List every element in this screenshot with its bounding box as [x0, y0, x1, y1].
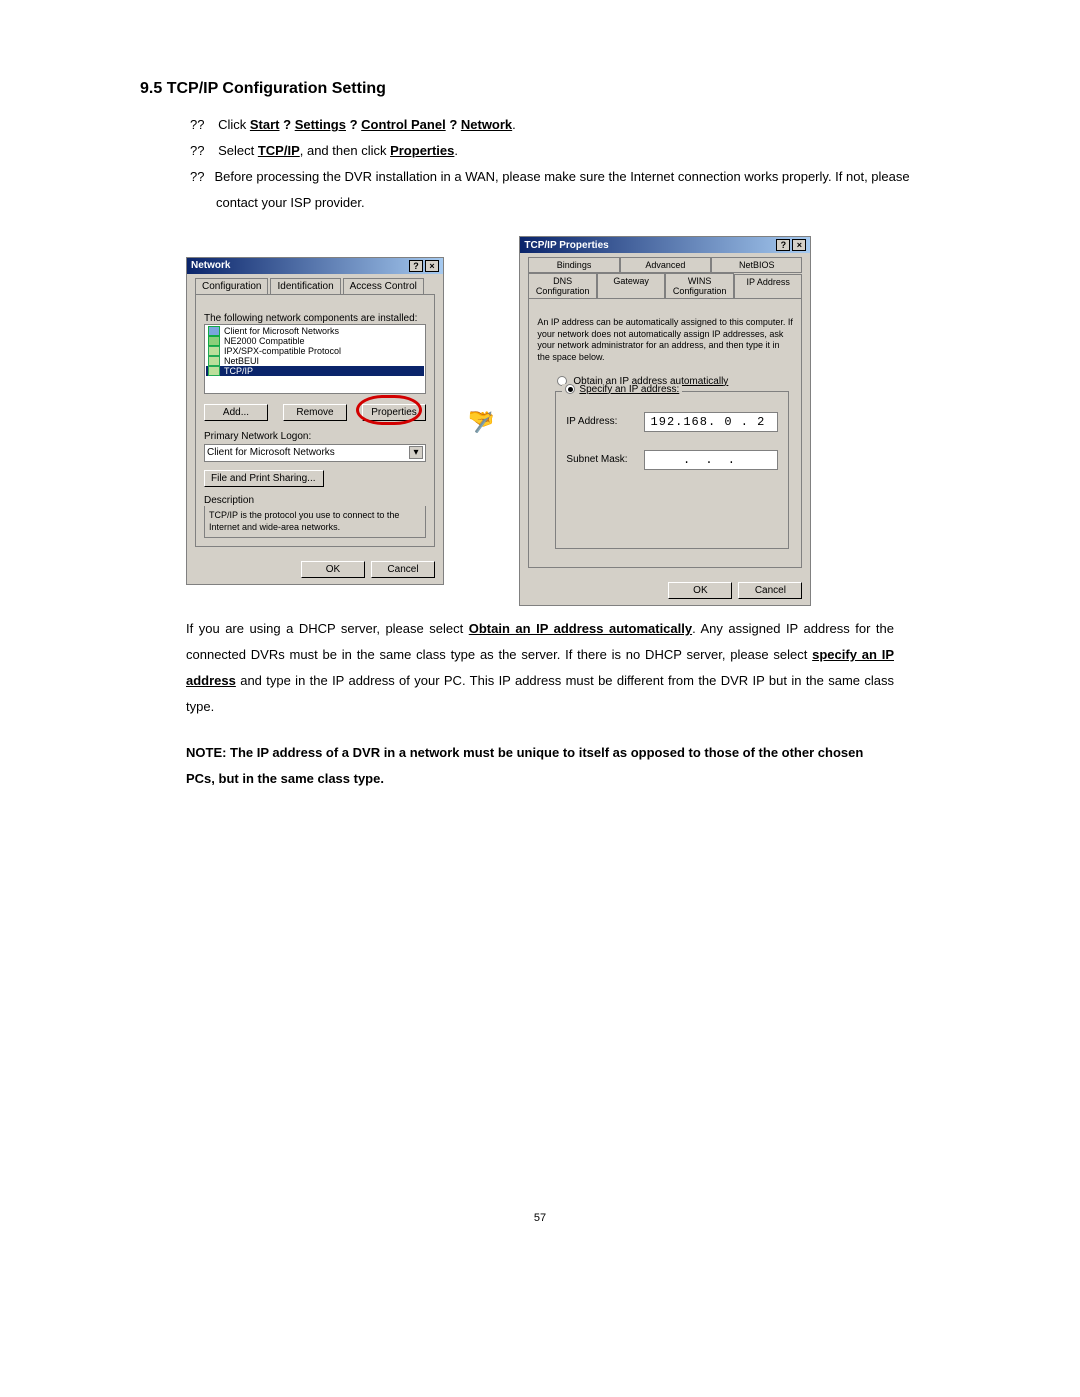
ip-address-label: IP Address:: [566, 416, 633, 427]
radio-specify: Specify an IP address:: [579, 384, 679, 395]
help-icon[interactable]: ?: [409, 260, 423, 272]
section-heading: 9.5 TCP/IP Configuration Setting: [140, 80, 940, 98]
network-tabs: Configuration Identification Access Cont…: [195, 278, 435, 294]
components-list[interactable]: Client for Microsoft Networks NE2000 Com…: [204, 324, 426, 394]
chevron-down-icon[interactable]: ▾: [409, 446, 423, 459]
logon-label: Primary Network Logon:: [204, 431, 426, 442]
tab-configuration[interactable]: Configuration: [195, 278, 268, 294]
ip-info-text: An IP address can be automatically assig…: [537, 317, 793, 364]
remove-button[interactable]: Remove: [283, 404, 347, 421]
list-item: NetBEUI: [206, 356, 424, 366]
file-print-sharing-button[interactable]: File and Print Sharing...: [204, 470, 324, 487]
tab-netbios[interactable]: NetBIOS: [711, 257, 802, 273]
network-dialog: Network ? × Configuration Identification…: [186, 257, 444, 585]
close-icon[interactable]: ×: [792, 239, 806, 251]
tab-dns[interactable]: DNS Configuration: [528, 273, 597, 298]
cancel-button[interactable]: Cancel: [371, 561, 435, 578]
tcpip-dialog: TCP/IP Properties ? × Bindings Advanced …: [519, 236, 811, 606]
tab-ipaddress[interactable]: IP Address: [734, 274, 803, 299]
bullet-1: Click Start ? Settings ? Control Panel ?…: [190, 112, 940, 138]
list-item-tcpip: TCP/IP: [206, 366, 424, 376]
ok-button[interactable]: OK: [668, 582, 732, 599]
help-icon[interactable]: ?: [776, 239, 790, 251]
ok-button[interactable]: OK: [301, 561, 365, 578]
close-icon[interactable]: ×: [425, 260, 439, 272]
cancel-button[interactable]: Cancel: [738, 582, 802, 599]
arrow-icon: ✍: [468, 408, 495, 434]
list-item: NE2000 Compatible: [206, 336, 424, 346]
list-item: Client for Microsoft Networks: [206, 326, 424, 336]
properties-button[interactable]: Properties: [362, 404, 426, 421]
network-titlebar: Network ? ×: [187, 258, 443, 274]
description-text: TCP/IP is the protocol you use to connec…: [204, 506, 426, 538]
tab-gateway[interactable]: Gateway: [597, 273, 666, 298]
explanation-paragraph: If you are using a DHCP server, please s…: [186, 616, 894, 720]
bullet-3: Before processing the DVR installation i…: [190, 164, 940, 216]
tab-advanced[interactable]: Advanced: [620, 257, 711, 273]
list-item: IPX/SPX-compatible Protocol: [206, 346, 424, 356]
tab-identification[interactable]: Identification: [270, 278, 340, 294]
components-label: The following network components are ins…: [204, 313, 426, 324]
page-number: 57: [140, 1212, 940, 1224]
bullet-2: Select TCP/IP, and then click Properties…: [190, 138, 940, 164]
add-button[interactable]: Add...: [204, 404, 268, 421]
subnet-mask-label: Subnet Mask:: [566, 454, 633, 465]
instruction-list: Click Start ? Settings ? Control Panel ?…: [190, 112, 940, 216]
subnet-mask-input[interactable]: . . .: [644, 450, 779, 470]
description-label: Description: [204, 495, 426, 506]
tab-access-control[interactable]: Access Control: [343, 278, 424, 294]
tab-wins[interactable]: WINS Configuration: [665, 273, 734, 298]
note-text: NOTE: The IP address of a DVR in a netwo…: [186, 740, 894, 792]
ip-address-input[interactable]: 192.168. 0 . 2: [644, 412, 779, 432]
tcpip-titlebar: TCP/IP Properties ? ×: [520, 237, 810, 253]
tab-bindings[interactable]: Bindings: [528, 257, 619, 273]
radio-icon[interactable]: [565, 384, 575, 394]
logon-combo[interactable]: Client for Microsoft Networks ▾: [204, 444, 426, 462]
network-title: Network: [191, 260, 230, 271]
tcpip-title: TCP/IP Properties: [524, 240, 608, 251]
